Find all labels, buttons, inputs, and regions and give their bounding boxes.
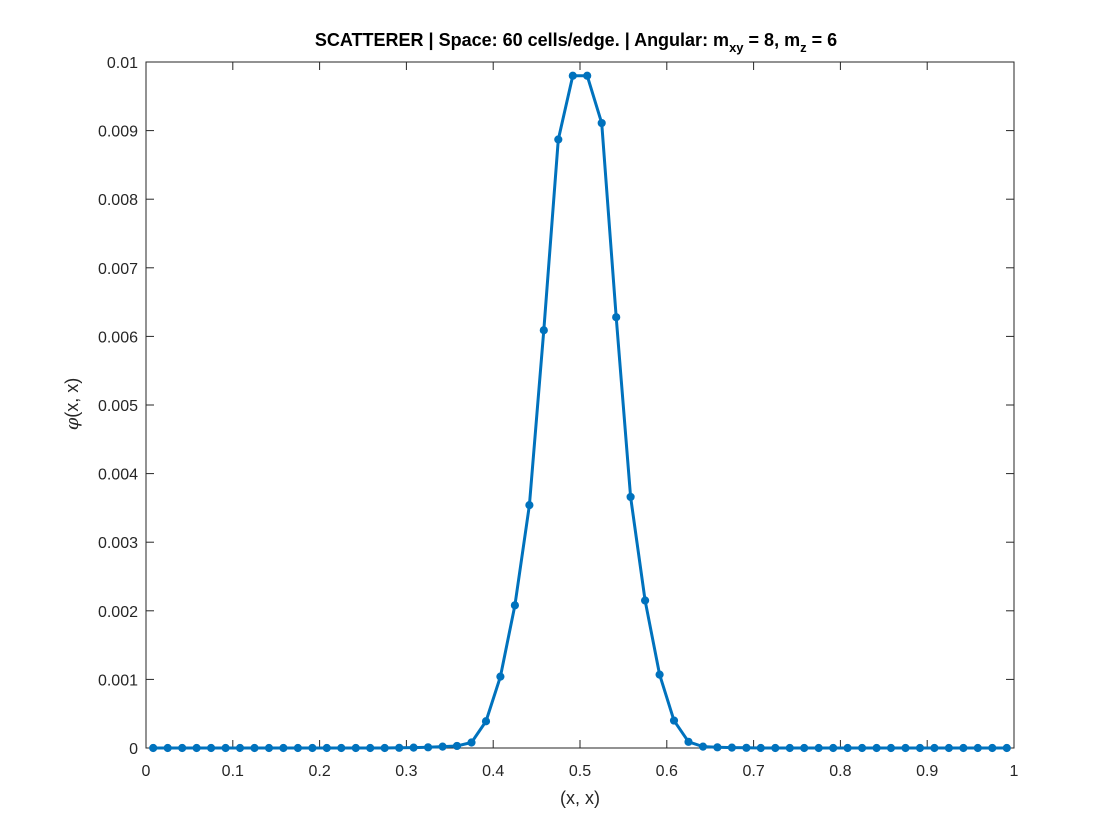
y-tick-label: 0.001 bbox=[98, 672, 138, 689]
y-tick-label: 0.006 bbox=[98, 329, 138, 346]
x-axis-label: (x, x) bbox=[560, 788, 600, 808]
data-point bbox=[771, 743, 780, 753]
series-line bbox=[151, 74, 1009, 750]
data-point bbox=[279, 743, 288, 753]
data-point bbox=[742, 743, 751, 752]
data-point bbox=[1002, 743, 1011, 753]
y-tick-label: 0.003 bbox=[98, 535, 138, 552]
data-point bbox=[539, 326, 548, 335]
data-point bbox=[915, 743, 925, 753]
x-tick-label: 0.5 bbox=[569, 763, 591, 780]
data-point bbox=[192, 743, 201, 753]
data-point bbox=[380, 743, 389, 753]
x-tick-label: 0.4 bbox=[482, 763, 504, 780]
y-tick-label: 0.008 bbox=[98, 192, 138, 209]
data-point bbox=[698, 742, 708, 751]
data-point bbox=[988, 743, 997, 753]
axes-box bbox=[145, 61, 1015, 749]
x-tick-label: 0.1 bbox=[222, 763, 244, 780]
data-point bbox=[843, 743, 852, 753]
x-tick-label: 0.2 bbox=[308, 763, 330, 780]
data-point bbox=[452, 741, 462, 751]
data-point bbox=[409, 743, 418, 752]
data-point bbox=[583, 71, 592, 80]
x-tick-label: 0 bbox=[142, 763, 151, 780]
x-tick-label: 0.3 bbox=[395, 763, 417, 780]
data-point bbox=[669, 716, 679, 725]
data-point bbox=[713, 743, 722, 752]
chart-title: SCATTERER | Space: 60 cells/edge. | Angu… bbox=[315, 30, 837, 55]
data-point bbox=[438, 742, 447, 751]
y-tick-label: 0.005 bbox=[98, 398, 138, 415]
data-point bbox=[612, 313, 621, 322]
axes-frame bbox=[145, 61, 1015, 749]
data-point bbox=[235, 743, 245, 753]
y-tick-label: 0.002 bbox=[98, 604, 138, 621]
data-point bbox=[496, 672, 505, 681]
data-point bbox=[684, 737, 693, 746]
data-point bbox=[293, 743, 302, 753]
data-point bbox=[149, 743, 158, 753]
title-sub2: z bbox=[800, 40, 807, 55]
x-tick-label: 0.7 bbox=[742, 763, 764, 780]
title-part3: = 6 bbox=[807, 30, 838, 50]
data-point bbox=[250, 743, 259, 753]
data-point bbox=[395, 743, 404, 752]
data-point bbox=[858, 743, 867, 753]
title-sub1: xy bbox=[729, 40, 744, 55]
data-point bbox=[510, 601, 520, 610]
data-point bbox=[944, 743, 954, 753]
data-point bbox=[163, 743, 172, 753]
y-axis-label-symbol: φ bbox=[62, 417, 83, 430]
x-tick-label: 0.8 bbox=[829, 763, 851, 780]
data-point bbox=[872, 743, 881, 753]
data-point bbox=[525, 501, 534, 510]
x-tick-label: 0.9 bbox=[916, 763, 938, 780]
data-point bbox=[264, 743, 274, 753]
x-tick-label: 1 bbox=[1010, 763, 1019, 780]
data-point bbox=[366, 743, 375, 753]
x-tick-label: 0.6 bbox=[656, 763, 678, 780]
data-point bbox=[308, 743, 317, 753]
data-point bbox=[655, 670, 664, 679]
data-point bbox=[829, 743, 838, 753]
title-part2: = 8, m bbox=[744, 30, 801, 50]
data-point bbox=[178, 743, 187, 753]
x-axis-ticks: 0 0.1 0.2 0.3 0.4 0.5 0.6 0.7 0.8 0.9 1 bbox=[142, 62, 1019, 780]
data-point bbox=[727, 743, 737, 752]
data-point bbox=[554, 135, 563, 144]
data-point bbox=[756, 743, 765, 753]
data-point bbox=[351, 743, 360, 753]
data-point bbox=[785, 743, 794, 753]
data-point bbox=[568, 71, 577, 80]
y-tick-label: 0.01 bbox=[107, 55, 138, 72]
data-point bbox=[481, 717, 491, 726]
y-axis-label: φ(x, x) bbox=[62, 378, 83, 431]
data-point bbox=[221, 743, 230, 753]
data-point bbox=[207, 743, 216, 753]
y-tick-label: 0.007 bbox=[98, 261, 138, 278]
data-point bbox=[814, 743, 823, 753]
data-point bbox=[467, 738, 476, 747]
data-point bbox=[322, 743, 331, 753]
data-point bbox=[901, 743, 910, 753]
data-point bbox=[641, 596, 650, 605]
y-tick-label: 0.004 bbox=[98, 467, 138, 484]
data-point bbox=[800, 743, 809, 753]
data-point bbox=[337, 743, 346, 753]
data-point bbox=[597, 118, 606, 128]
series-group bbox=[149, 71, 1011, 753]
data-point bbox=[886, 743, 896, 753]
y-tick-label: 0 bbox=[129, 741, 138, 758]
data-point bbox=[973, 743, 982, 753]
data-point bbox=[959, 743, 968, 753]
title-part1: SCATTERER | Space: 60 cells/edge. | Angu… bbox=[315, 30, 729, 50]
data-point bbox=[626, 492, 635, 502]
data-point bbox=[930, 743, 939, 753]
y-axis-label-rest: (x, x) bbox=[62, 378, 82, 418]
data-point bbox=[424, 743, 433, 752]
y-tick-label: 0.009 bbox=[98, 124, 138, 141]
